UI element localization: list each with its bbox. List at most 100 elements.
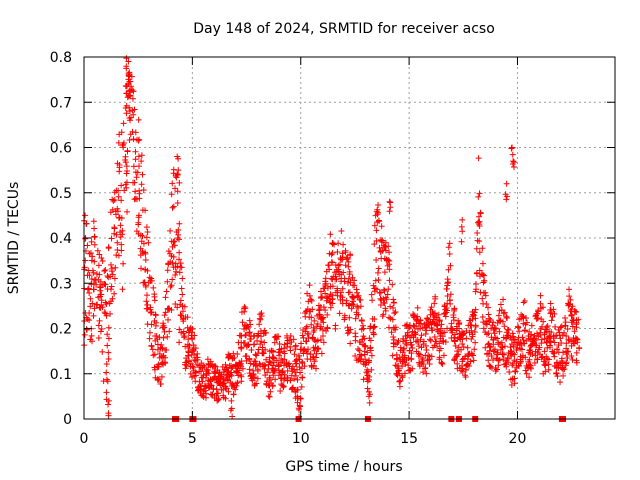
data-point (438, 321, 445, 328)
data-point (379, 237, 386, 244)
data-point (517, 358, 524, 365)
data-point (242, 332, 249, 339)
data-point (389, 316, 396, 323)
data-point (459, 228, 466, 235)
data-point (469, 352, 476, 359)
y-tick-label: 0.2 (50, 322, 72, 338)
data-point (440, 352, 447, 359)
data-point (470, 357, 477, 364)
data-point (96, 317, 103, 324)
data-point (506, 369, 513, 376)
data-point (405, 362, 412, 369)
data-point (365, 368, 372, 375)
data-point (232, 386, 239, 393)
data-point (532, 341, 539, 348)
data-point (181, 303, 188, 310)
data-point (269, 348, 276, 355)
data-point (377, 289, 384, 296)
data-point (90, 312, 97, 319)
data-point (281, 350, 288, 357)
data-point (537, 300, 544, 307)
data-point (234, 379, 241, 386)
data-point (382, 305, 389, 312)
data-point (103, 369, 110, 376)
data-point (386, 249, 393, 256)
data-point (373, 227, 380, 234)
data-point (572, 308, 579, 315)
data-point (511, 380, 518, 387)
data-point (557, 335, 564, 342)
data-point (297, 369, 304, 376)
data-point (527, 362, 534, 369)
data-point (108, 235, 115, 242)
data-point (563, 332, 570, 339)
data-point (105, 401, 112, 408)
data-point (437, 345, 444, 352)
data-point (172, 271, 179, 278)
data-point (176, 269, 183, 276)
data-point (281, 356, 288, 363)
data-point (345, 275, 352, 282)
data-point (149, 346, 156, 353)
data-point (289, 385, 296, 392)
data-point (235, 372, 242, 379)
data-point (122, 159, 129, 166)
data-point (365, 357, 372, 364)
data-point (554, 373, 561, 380)
data-point (151, 318, 158, 325)
data-point (515, 324, 522, 331)
data-point (385, 256, 392, 263)
y-tick-label: 0.8 (50, 50, 72, 66)
data-point (291, 375, 298, 382)
data-point (528, 322, 535, 329)
data-point (415, 343, 422, 350)
data-point (309, 335, 316, 342)
data-point (526, 374, 533, 381)
data-point (366, 373, 373, 380)
data-point (170, 239, 177, 246)
data-point (521, 327, 528, 334)
data-point (492, 334, 499, 341)
data-point (114, 239, 121, 246)
data-point (296, 406, 303, 413)
data-point (251, 341, 258, 348)
data-point (290, 336, 297, 343)
data-point (170, 264, 177, 271)
data-point (371, 222, 378, 229)
data-point (194, 356, 201, 363)
data-point (326, 266, 333, 273)
data-point (411, 331, 418, 338)
data-point (452, 331, 459, 338)
data-point (518, 311, 525, 318)
data-point (354, 345, 361, 352)
data-point (562, 315, 569, 322)
data-point (345, 302, 352, 309)
data-point (516, 363, 523, 370)
data-point (150, 284, 157, 291)
data-point (573, 308, 580, 315)
data-point (143, 298, 150, 305)
data-point (557, 362, 564, 369)
data-point (420, 338, 427, 345)
data-point (333, 276, 340, 283)
y-tick-label: 0.7 (50, 95, 72, 111)
data-point (322, 280, 329, 287)
data-point (422, 331, 429, 338)
data-point (82, 212, 89, 219)
data-point (476, 190, 483, 197)
data-point (422, 364, 429, 371)
data-point (120, 120, 127, 127)
data-point (115, 139, 122, 146)
data-point (123, 110, 130, 117)
data-point (341, 316, 348, 323)
data-point (400, 346, 407, 353)
data-point (571, 340, 578, 347)
data-point (399, 363, 406, 370)
data-point (146, 335, 153, 342)
data-point (474, 219, 481, 226)
data-point (134, 169, 141, 176)
data-point (275, 333, 282, 340)
data-point (476, 249, 483, 256)
data-point (171, 238, 178, 245)
data-point (123, 184, 130, 191)
